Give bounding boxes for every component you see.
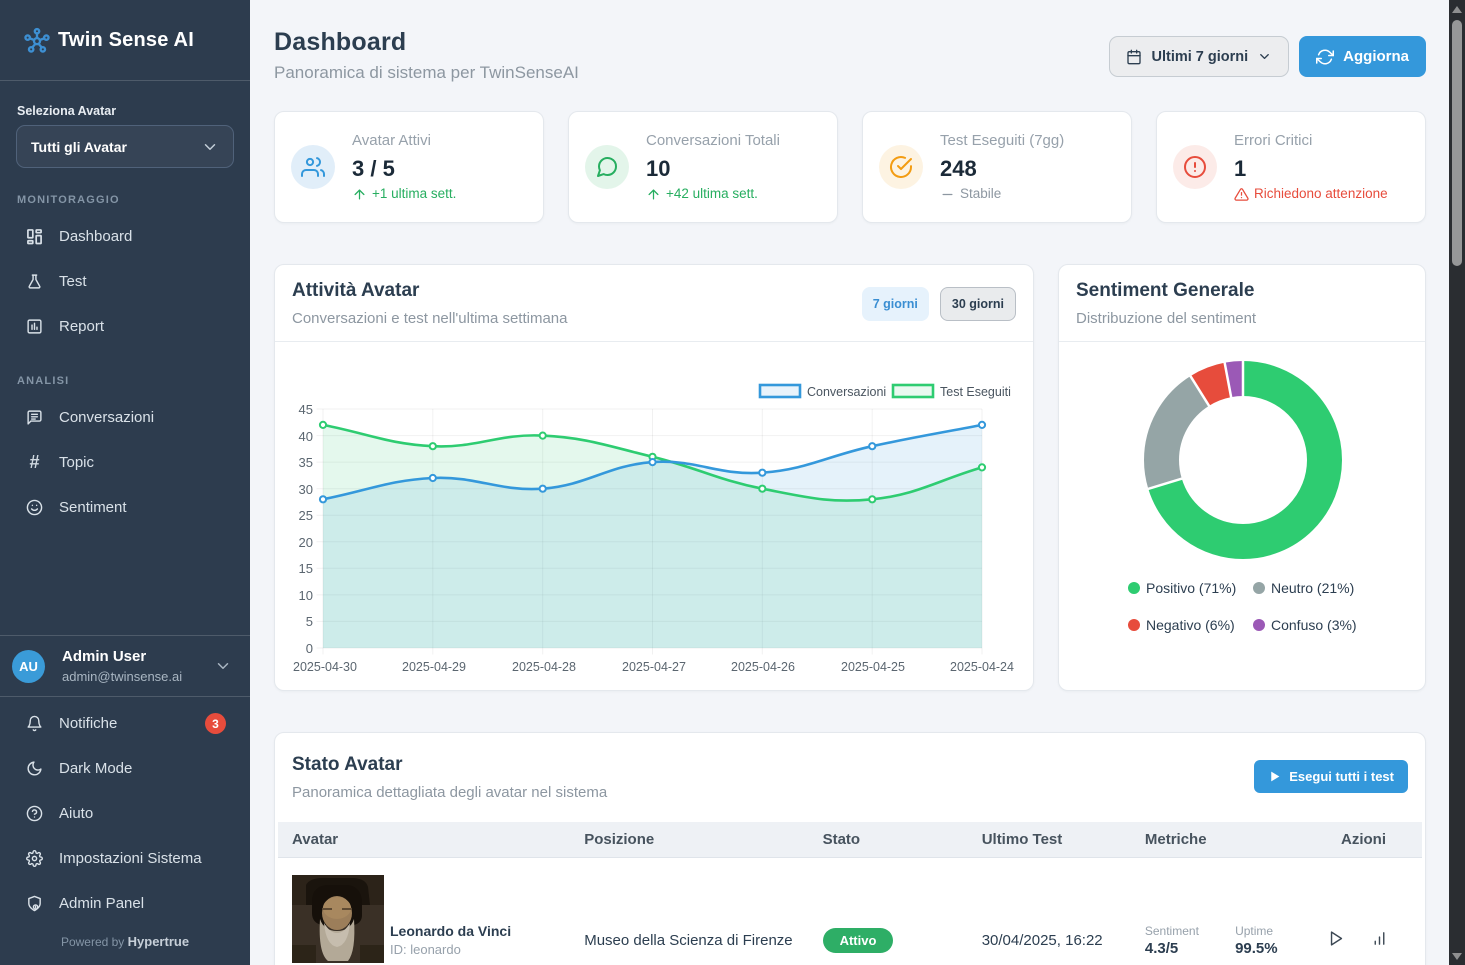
svg-text:5: 5 [306,614,313,629]
svg-text:0: 0 [306,641,313,656]
svg-text:35: 35 [299,455,313,470]
svg-text:20: 20 [299,535,313,550]
svg-text:25: 25 [299,508,313,523]
svg-text:Confuso (3%): Confuso (3%) [1271,617,1357,633]
svg-text:2025-04-25: 2025-04-25 [841,660,905,674]
svg-text:2025-04-24: 2025-04-24 [950,660,1014,674]
svg-text:Test Eseguiti: Test Eseguiti [940,385,1011,399]
svg-text:Positivo (71%): Positivo (71%) [1146,580,1236,596]
svg-text:40: 40 [299,429,313,444]
svg-text:2025-04-26: 2025-04-26 [731,660,795,674]
svg-text:Negativo (6%): Negativo (6%) [1146,617,1235,633]
svg-text:Neutro (21%): Neutro (21%) [1271,580,1354,596]
svg-text:2025-04-28: 2025-04-28 [512,660,576,674]
svg-text:2025-04-29: 2025-04-29 [402,660,466,674]
svg-text:15: 15 [299,561,313,576]
svg-text:30: 30 [299,482,313,497]
svg-text:10: 10 [299,588,313,603]
svg-text:2025-04-30: 2025-04-30 [293,660,357,674]
svg-text:45: 45 [299,402,313,417]
svg-text:Conversazioni: Conversazioni [807,385,886,399]
svg-text:2025-04-27: 2025-04-27 [622,660,686,674]
